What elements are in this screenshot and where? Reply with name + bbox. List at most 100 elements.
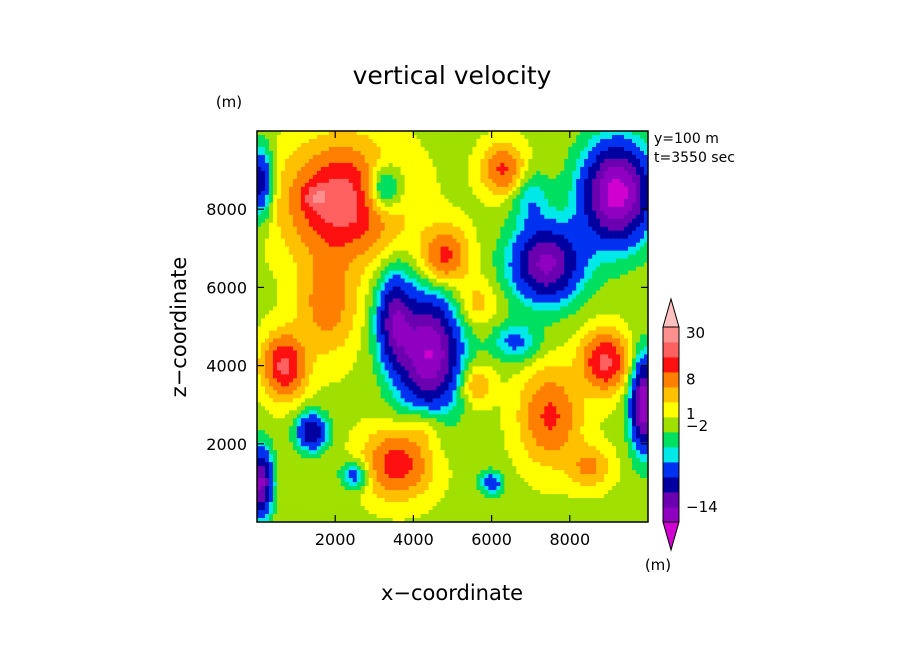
contour-cell xyxy=(404,266,409,271)
contour-cell xyxy=(492,254,497,260)
contour-cell xyxy=(576,282,581,287)
contour-cell xyxy=(464,314,469,319)
contour-cell xyxy=(588,194,593,200)
contour-cell xyxy=(388,266,393,271)
contour-cell xyxy=(588,290,593,295)
contour-cell xyxy=(500,142,505,148)
contour-cell xyxy=(456,158,461,164)
contour-cell xyxy=(440,314,445,319)
contour-cell xyxy=(352,138,358,144)
contour-cell xyxy=(340,258,346,264)
contour-cell xyxy=(300,318,306,323)
contour-cell xyxy=(544,266,549,271)
contour-cell xyxy=(640,198,645,204)
contour-cell xyxy=(336,131,342,136)
contour-cell xyxy=(424,326,429,331)
contour-cell xyxy=(272,138,278,144)
contour-cell xyxy=(376,258,382,264)
contour-cell xyxy=(516,302,521,307)
contour-cell xyxy=(352,278,358,283)
contour-cell xyxy=(512,194,517,200)
contour-cell xyxy=(572,222,577,228)
contour-cell xyxy=(260,134,266,140)
contour-cell xyxy=(464,282,469,287)
contour-cell xyxy=(288,266,294,271)
contour-cell xyxy=(636,258,641,264)
contour-cell xyxy=(488,306,493,311)
contour-cell xyxy=(540,214,545,220)
contour-cell xyxy=(376,238,382,244)
contour-cell xyxy=(320,190,326,196)
contour-cell xyxy=(336,294,342,299)
contour-cell xyxy=(456,162,461,168)
contour-cell xyxy=(348,150,354,156)
contour-cell xyxy=(380,198,386,204)
contour-cell xyxy=(556,186,561,192)
contour-cell xyxy=(320,262,326,267)
contour-cell xyxy=(448,270,453,275)
contour-cell xyxy=(640,270,645,275)
contour-cell xyxy=(592,186,597,192)
contour-cell xyxy=(356,238,362,244)
contour-cell xyxy=(632,306,637,311)
contour-cell xyxy=(360,266,366,271)
contour-cell xyxy=(464,142,469,148)
contour-cell xyxy=(612,250,617,256)
contour-cell xyxy=(268,326,274,331)
contour-cell xyxy=(516,158,521,164)
contour-cell xyxy=(600,190,605,196)
contour-cell xyxy=(356,242,362,248)
contour-cell xyxy=(464,138,469,144)
contour-cell xyxy=(368,154,374,160)
contour-cell xyxy=(308,290,314,295)
contour-cell xyxy=(636,246,641,252)
contour-cell xyxy=(276,146,282,152)
contour-cell xyxy=(612,302,617,307)
contour-cell xyxy=(528,270,533,275)
contour-cell xyxy=(324,274,330,279)
contour-cell xyxy=(584,318,589,323)
contour-cell xyxy=(300,242,306,248)
contour-cell xyxy=(492,174,497,180)
contour-cell xyxy=(356,142,362,148)
contour-cell xyxy=(284,158,290,164)
contour-cell xyxy=(572,154,577,160)
contour-cell xyxy=(460,242,465,248)
contour-cell xyxy=(468,206,473,212)
contour-cell xyxy=(496,306,501,311)
contour-cell xyxy=(548,298,553,303)
contour-cell xyxy=(296,138,302,144)
contour-cell xyxy=(488,178,493,184)
contour-cell xyxy=(408,226,413,232)
contour-cell xyxy=(272,222,278,228)
contour-cell xyxy=(284,310,290,315)
contour-cell xyxy=(492,178,497,184)
contour-cell xyxy=(344,294,350,299)
contour-cell xyxy=(360,134,366,140)
contour-cell xyxy=(596,150,601,156)
contour-cell xyxy=(320,150,326,156)
contour-cell xyxy=(512,131,517,136)
contour-cell xyxy=(396,186,401,192)
contour-cell xyxy=(288,214,294,220)
contour-cell xyxy=(424,154,429,160)
contour-cell xyxy=(464,290,469,295)
contour-cell xyxy=(636,262,641,267)
contour-cell xyxy=(388,162,393,168)
contour-cell xyxy=(328,250,334,256)
contour-cell xyxy=(536,190,541,196)
contour-cell xyxy=(604,278,609,283)
contour-cell xyxy=(568,254,573,260)
contour-cell xyxy=(600,202,605,208)
contour-cell xyxy=(552,274,557,279)
contour-cell xyxy=(636,318,641,323)
contour-cell xyxy=(304,322,310,327)
contour-cell xyxy=(428,146,433,152)
contour-cell xyxy=(376,266,382,271)
contour-cell xyxy=(644,306,649,311)
contour-cell xyxy=(444,258,449,264)
contour-cell xyxy=(624,310,629,315)
contour-cell xyxy=(392,322,397,327)
contour-cell xyxy=(544,274,549,279)
contour-cell xyxy=(356,186,362,192)
